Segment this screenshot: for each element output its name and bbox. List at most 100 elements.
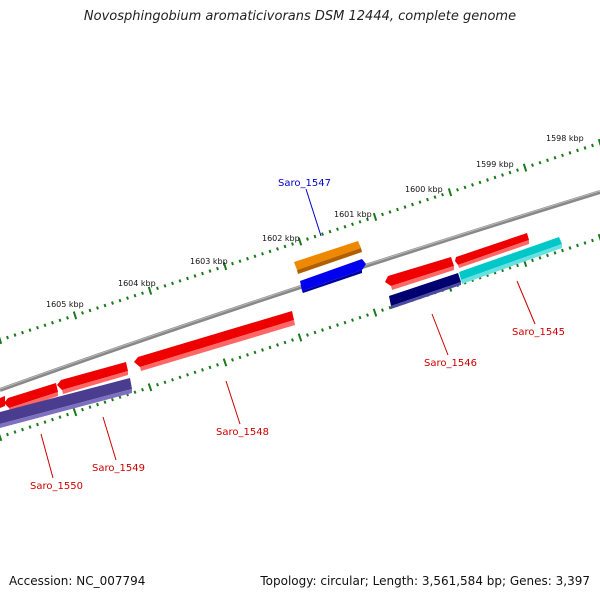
minor-tick (81, 311, 84, 315)
gene-label-saro-1546[interactable]: Saro_1546 (424, 358, 477, 369)
minor-tick (396, 207, 399, 212)
genome-backbone (0, 190, 600, 392)
minor-tick (538, 256, 542, 260)
minor-tick (358, 315, 362, 320)
major-tick (297, 333, 303, 342)
topology-text: Topology: circular; Length: 3,561,584 bp… (260, 574, 590, 588)
gene-saro-1549[interactable] (57, 362, 128, 390)
gene-label-saro-1548[interactable]: Saro_1548 (216, 427, 269, 438)
gene-label-saro-1547[interactable]: Saro_1547 (278, 178, 331, 189)
minor-tick (6, 432, 9, 437)
minor-tick (216, 266, 219, 271)
gene-saro-1546[interactable] (389, 273, 461, 306)
minor-tick (231, 358, 234, 362)
minor-tick (111, 397, 114, 402)
minor-tick (21, 427, 24, 432)
gene-saro-1548[interactable] (134, 311, 294, 367)
minor-tick (493, 175, 497, 180)
minor-tick (576, 148, 579, 153)
accession-text: Accession: NC_007794 (9, 574, 146, 588)
gene-red-1545[interactable] (455, 233, 529, 265)
minor-tick (186, 276, 189, 281)
minor-tick (253, 350, 257, 355)
minor-tick (568, 246, 572, 250)
scale-label: 1603 kbp (190, 257, 228, 266)
major-tick (0, 336, 3, 345)
minor-tick (471, 183, 474, 187)
minor-tick (358, 220, 362, 224)
minor-tick (568, 151, 572, 155)
minor-tick (561, 248, 564, 253)
minor-tick (238, 259, 242, 263)
minor-tick (591, 238, 594, 243)
minor-tick (88, 405, 92, 409)
minor-tick (403, 205, 407, 209)
minor-tick (351, 318, 354, 322)
gene-saro-1550[interactable] (4, 383, 58, 408)
major-tick (72, 407, 78, 417)
minor-tick (246, 256, 249, 261)
minor-tick (441, 192, 444, 197)
scale-label: 1602 kbp (262, 234, 300, 243)
minor-tick (208, 365, 212, 370)
minor-tick (193, 274, 197, 278)
scale-label: 1601 kbp (334, 210, 372, 219)
minor-tick (66, 316, 69, 320)
minor-tick (103, 400, 107, 404)
minor-tick (178, 375, 182, 380)
scale-label: 1604 kbp (118, 279, 156, 288)
gene-label-saro-1545[interactable]: Saro_1545 (512, 327, 565, 338)
gene-purple[interactable] (0, 378, 132, 424)
minor-tick (576, 243, 579, 248)
minor-tick (261, 252, 264, 256)
minor-tick (426, 197, 429, 202)
minor-tick (43, 323, 47, 328)
minor-tick (58, 415, 62, 419)
minor-tick (583, 146, 587, 150)
gene-label-saro-1550[interactable]: Saro_1550 (30, 481, 83, 492)
minor-tick (591, 143, 594, 148)
minor-tick (66, 412, 69, 417)
minor-tick (306, 237, 309, 241)
minor-tick (366, 313, 369, 317)
major-tick (372, 308, 378, 317)
minor-tick (276, 247, 279, 251)
major-tick (222, 261, 228, 271)
minor-tick (313, 234, 317, 239)
gene-saro-1545[interactable] (459, 237, 562, 280)
minor-tick (28, 425, 32, 429)
minor-tick (178, 279, 182, 283)
gene-label-saro-1549[interactable]: Saro_1549 (92, 463, 145, 474)
scale-label: 1600 kbp (405, 185, 443, 194)
minor-tick (163, 380, 167, 385)
gene-saro-1547[interactable] (300, 259, 366, 291)
minor-tick (328, 229, 332, 234)
minor-tick (13, 430, 17, 434)
minor-tick (388, 210, 392, 214)
minor-tick (501, 173, 504, 177)
minor-tick (193, 370, 197, 375)
minor-tick (103, 303, 107, 308)
scale-label: 1599 kbp (476, 160, 514, 169)
major-tick (222, 358, 228, 367)
gene-orange[interactable] (294, 241, 361, 270)
gene-red-1546[interactable] (385, 257, 454, 286)
minor-tick (351, 222, 354, 227)
major-tick (147, 383, 153, 392)
minor-tick (321, 232, 324, 236)
minor-tick (306, 333, 309, 337)
minor-tick (36, 325, 39, 330)
minor-tick (478, 180, 482, 185)
minor-tick (381, 212, 384, 217)
minor-tick (216, 363, 219, 367)
minor-tick (13, 333, 17, 337)
minor-tick (516, 263, 519, 268)
minor-tick (36, 422, 39, 427)
minor-tick (58, 318, 62, 323)
minor-tick (546, 158, 549, 163)
scale-label: 1598 kbp (546, 134, 584, 143)
major-tick (372, 212, 378, 222)
minor-tick (583, 241, 587, 245)
minor-tick (313, 330, 317, 335)
minor-tick (156, 286, 159, 291)
